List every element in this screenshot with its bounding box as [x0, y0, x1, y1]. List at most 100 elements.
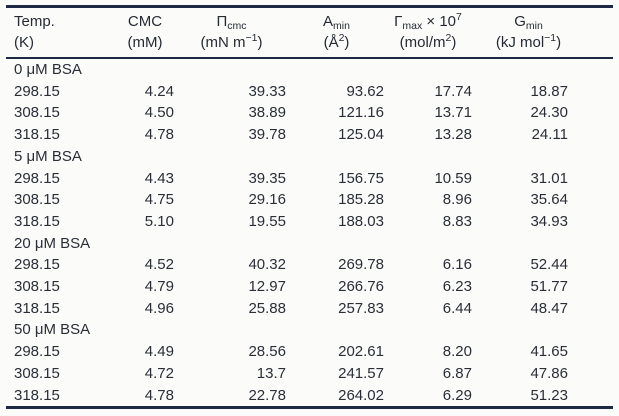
header-text-segment: cmc — [227, 20, 247, 32]
cell-cmc: 4.75 — [144, 191, 174, 209]
header-text-segment: min — [525, 20, 543, 32]
header-text-segment: G — [514, 13, 526, 30]
header-text-segment: CMC — [127, 13, 163, 30]
header-line1: CMC — [116, 11, 174, 32]
header-text-segment: Π — [216, 13, 228, 30]
header-line1: Temp. — [14, 11, 116, 32]
cell-g-min: 51.77 — [530, 278, 568, 296]
cell-cmc: 4.24 — [144, 82, 174, 100]
header-text-segment: (mM) — [127, 34, 163, 51]
cell-g-min: 35.64 — [530, 191, 568, 209]
cell-g-min: 48.47 — [530, 299, 568, 317]
header-line2: (mN m−1) — [174, 32, 289, 53]
cell-gamma-max: 6.16 — [442, 256, 472, 274]
table-row: 298.15 4.49 28.56 202.61 8.20 41.65 — [6, 341, 613, 363]
header-text-segment: 2 — [338, 32, 345, 44]
cell-cmc: 4.52 — [144, 256, 174, 274]
cell-temp: 308.15 — [14, 104, 60, 122]
cell-gamma-max: 13.28 — [434, 126, 472, 144]
cell-a-min: 266.76 — [338, 278, 384, 296]
cell-a-min: 269.78 — [338, 256, 384, 274]
cell-cmc: 4.43 — [144, 169, 174, 187]
cell-a-min: 264.02 — [338, 386, 384, 404]
cell-g-min: 24.30 — [530, 104, 568, 122]
cell-a-min: 156.75 — [338, 169, 384, 187]
cell-a-min: 257.83 — [338, 299, 384, 317]
header-line1: Πcmc — [174, 11, 289, 32]
header-text-segment: Temp. — [14, 13, 55, 30]
header-line2: (Å2) — [289, 32, 384, 53]
header-text-segment: A — [323, 13, 334, 30]
cell-a-min: 188.03 — [338, 212, 384, 230]
cell-pi-cmc: 39.78 — [248, 126, 286, 144]
cell-temp: 318.15 — [14, 212, 60, 230]
table-body: 0 μM BSA 298.15 4.24 39.33 93.62 17.74 18.87 30… — [6, 58, 613, 408]
cell-a-min: 121.16 — [338, 104, 384, 122]
header-text-segment: 2 — [445, 32, 452, 44]
cell-a-min: 93.62 — [346, 82, 384, 100]
cell-gamma-max: 6.23 — [442, 278, 472, 296]
section-label: 5 μM BSA — [14, 147, 82, 165]
table-row: 318.15 4.78 39.78 125.04 13.28 24.11 — [6, 124, 613, 146]
cell-g-min: 47.86 — [530, 364, 568, 382]
cell-pi-cmc: 13.7 — [256, 364, 286, 382]
header-text-segment: (mN m — [200, 34, 246, 51]
section-label: 20 μM BSA — [14, 234, 91, 252]
cell-gamma-max: 6.29 — [442, 386, 472, 404]
cell-pi-cmc: 38.89 — [248, 104, 286, 122]
header-line2: (kJ mol−1) — [472, 32, 585, 53]
header-line1: Amin — [289, 11, 384, 32]
header-text-segment: −1 — [544, 32, 557, 44]
header-line2: (mM) — [116, 32, 174, 53]
table-row: 308.15 4.75 29.16 185.28 8.96 35.64 — [6, 189, 613, 211]
cell-g-min: 41.65 — [530, 343, 568, 361]
cell-g-min: 51.23 — [530, 386, 568, 404]
table-row: 308.15 4.50 38.89 121.16 13.71 24.30 — [6, 102, 613, 124]
header-line1: Γmax × 107 — [384, 11, 472, 32]
cell-pi-cmc: 25.88 — [248, 299, 286, 317]
section-row: 0 μM BSA — [6, 58, 613, 81]
cell-a-min: 241.57 — [338, 364, 384, 382]
section-label: 0 μM BSA — [14, 61, 82, 78]
header-text-segment: × 10 — [422, 13, 457, 30]
cell-temp: 318.15 — [14, 126, 60, 144]
header-text-segment: ) — [556, 34, 562, 51]
header-text-segment: (K) — [14, 34, 34, 51]
cell-temp: 308.15 — [14, 191, 60, 209]
cell-temp: 298.15 — [14, 343, 60, 361]
column-header-gamma-max: Γmax × 107 (mol/m2) — [384, 6, 472, 59]
cell-temp: 308.15 — [14, 364, 60, 382]
cell-cmc: 4.78 — [144, 126, 174, 144]
cell-pi-cmc: 29.16 — [248, 191, 286, 209]
table-row: 308.15 4.79 12.97 266.76 6.23 51.77 — [6, 276, 613, 298]
header-text-segment: max — [402, 20, 423, 32]
cell-g-min: 52.44 — [530, 256, 568, 274]
header-text-segment: (kJ mol — [495, 34, 545, 51]
cell-temp: 298.15 — [14, 169, 60, 187]
cell-pi-cmc: 39.35 — [248, 169, 286, 187]
cell-gamma-max: 6.44 — [442, 299, 472, 317]
cell-gamma-max: 8.83 — [442, 212, 472, 230]
cell-gamma-max: 17.74 — [434, 82, 472, 100]
cell-gamma-max: 6.87 — [442, 364, 472, 382]
column-header-a-min: Amin (Å2) — [289, 6, 384, 59]
cell-temp: 298.15 — [14, 256, 60, 274]
cell-cmc: 4.49 — [144, 343, 174, 361]
header-text-segment: (mol/m — [399, 34, 446, 51]
cell-cmc: 4.72 — [144, 364, 174, 382]
section-row: 50 μM BSA — [6, 319, 613, 341]
table-row: 298.15 4.43 39.35 156.75 10.59 31.01 — [6, 168, 613, 190]
header-line1: Gmin — [472, 11, 585, 32]
table-row: 318.15 5.10 19.55 188.03 8.83 34.93 — [6, 211, 613, 233]
cell-pi-cmc: 39.33 — [248, 82, 286, 100]
cell-pi-cmc: 40.32 — [248, 256, 286, 274]
cell-g-min: 24.11 — [531, 126, 568, 144]
header-text-segment: ) — [257, 34, 263, 51]
cell-cmc: 4.78 — [144, 386, 174, 404]
header-text-segment: −1 — [245, 32, 258, 44]
cell-temp: 318.15 — [14, 386, 60, 404]
section-row: 5 μM BSA — [6, 146, 613, 168]
table-row: 308.15 4.72 13.7 241.57 6.87 47.86 — [6, 363, 613, 385]
cell-gamma-max: 13.71 — [434, 104, 472, 122]
